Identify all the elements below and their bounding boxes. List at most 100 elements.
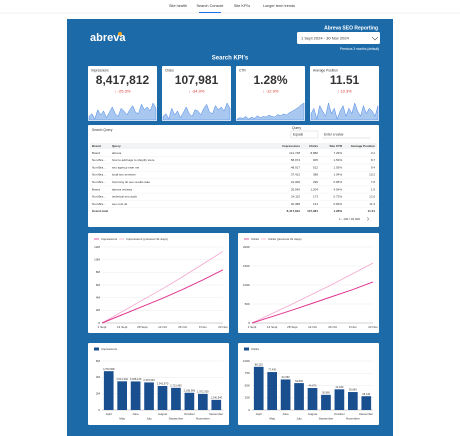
bar [117, 381, 128, 410]
table-cell: 3.2 [371, 151, 376, 155]
comparison-note: Previous 3 months (default) [340, 47, 379, 51]
bar [294, 383, 304, 410]
table-cell: 9.4 [371, 165, 376, 169]
table-cell: 121,728 [289, 151, 300, 155]
x-tick-label: May [269, 416, 275, 420]
series-line [101, 269, 224, 324]
x-tick-label: November [346, 416, 360, 420]
bar [253, 366, 264, 410]
table-cell: 31,006 [291, 180, 301, 184]
kpi-value: 8,417,812 [96, 73, 150, 87]
y-tick-label: 200K [243, 245, 250, 249]
bar-value-label: 30,960 [322, 391, 330, 395]
table-cell: 11.3 [369, 202, 375, 206]
x-tick-label: 1 Sept [98, 325, 107, 329]
table-total: Grand total [92, 209, 108, 213]
bar-value-label: 3,498,120 [130, 377, 142, 381]
table-cell: how to add tags to shopify store [112, 158, 155, 162]
table-cell: Non-Bra... [92, 165, 106, 169]
bar [334, 389, 345, 410]
table-cell: 20,388 [291, 202, 301, 206]
filter-operator[interactable] [290, 130, 319, 139]
bar-value-label: 36,640 [349, 388, 357, 392]
bar-value-label: 3,512,340 [116, 377, 128, 381]
x-tick-label: 28 Sept [287, 325, 298, 329]
table-cell: 905 [313, 158, 318, 162]
chart-card [88, 233, 229, 333]
report-title: Abreva SEO Reporting [324, 25, 378, 31]
table-cell: 7.8 [371, 180, 376, 184]
table-card [88, 125, 379, 227]
nav-tab[interactable]: Site KPI's [234, 4, 250, 8]
x-tick-label: September [169, 416, 184, 420]
bar [171, 387, 181, 410]
x-tick-label: 1 Sept [248, 325, 257, 329]
column-header: Impressions [282, 144, 300, 148]
table-cell: how long do seo results take [112, 180, 150, 184]
x-tick-label: 12 Oct [158, 325, 167, 329]
table-cell: 512 [313, 165, 318, 169]
x-tick-label: September [319, 416, 334, 420]
x-tick-label: June [132, 412, 139, 416]
kpi-change: ↓ -12.9% [263, 89, 279, 94]
chart-card [238, 233, 379, 333]
pagination: 1 - 100 / 36,000 [339, 217, 360, 221]
bar [347, 392, 358, 410]
bar-value-label: 4,753,908 [103, 367, 115, 371]
bar-value-label: 2,108,960 [184, 388, 196, 392]
y-tick-label: 75K [245, 371, 250, 375]
nav-tab[interactable]: Search Console [196, 4, 223, 8]
kpi-sparkline [88, 102, 157, 121]
y-tick-label: 6M [96, 359, 101, 363]
bar-value-label: 77,430 [268, 368, 276, 372]
nav-tab[interactable]: Longer term trends [263, 4, 295, 8]
nav-tab[interactable]: Site health [169, 4, 187, 8]
kpi-label: Average Position [313, 68, 338, 72]
bar [103, 371, 114, 410]
x-tick-label: 14 Sept [267, 325, 278, 329]
table-cell: 1,204 [310, 187, 318, 191]
x-tick-label: 28 Sept [137, 325, 148, 329]
x-tick-label: 26 Oct [178, 325, 187, 329]
date-picker-chevron [371, 36, 379, 41]
date-picker[interactable] [297, 32, 380, 44]
kpi-card [236, 66, 305, 121]
table-cell: 26,540 [291, 187, 301, 191]
pagination-next[interactable] [366, 217, 370, 221]
x-tick-label: July [146, 416, 152, 420]
y-tick-label: 4M [96, 295, 101, 299]
y-tick-label: 100K [243, 283, 250, 287]
table-cell: 10.2 [369, 173, 375, 177]
table-cell: 37,412 [291, 173, 301, 177]
series-line [251, 281, 374, 324]
bar [267, 372, 278, 410]
x-tick-label: May [119, 416, 125, 420]
x-tick-label: 23 Nov [368, 325, 378, 329]
kpi-sparkline [162, 102, 231, 121]
x-tick-label: December [209, 412, 223, 416]
x-tick-label: August [308, 412, 318, 416]
table-title: Search Query [92, 128, 113, 132]
table-cell: 0.95% [333, 180, 342, 184]
kpi-label: Impressions [91, 68, 109, 72]
table-cell: Non-Bra... [92, 173, 106, 177]
bar-value-label: 2,942,870 [157, 382, 169, 386]
x-tick-label: November [196, 416, 210, 420]
series-line [251, 262, 374, 324]
table-cell: abreva reviews [112, 187, 133, 191]
bar [157, 385, 168, 410]
date-range: 1 Sept 2024 - 30 Nov 2024 [301, 35, 350, 40]
table-cell: 8,880 [310, 151, 318, 155]
table-cell: Non-Bra... [92, 195, 106, 199]
x-tick-label: June [282, 412, 289, 416]
table-cell: 1.05% [333, 165, 342, 169]
table-cell: 48,917 [291, 165, 301, 169]
table-header-bg [90, 143, 377, 149]
y-tick-label: 6M [96, 283, 101, 287]
x-tick-label: 14 Sept [117, 325, 128, 329]
x-tick-label: 23 Nov [218, 325, 228, 329]
kpi-card [162, 66, 231, 121]
table-cell: 388 [313, 173, 318, 177]
